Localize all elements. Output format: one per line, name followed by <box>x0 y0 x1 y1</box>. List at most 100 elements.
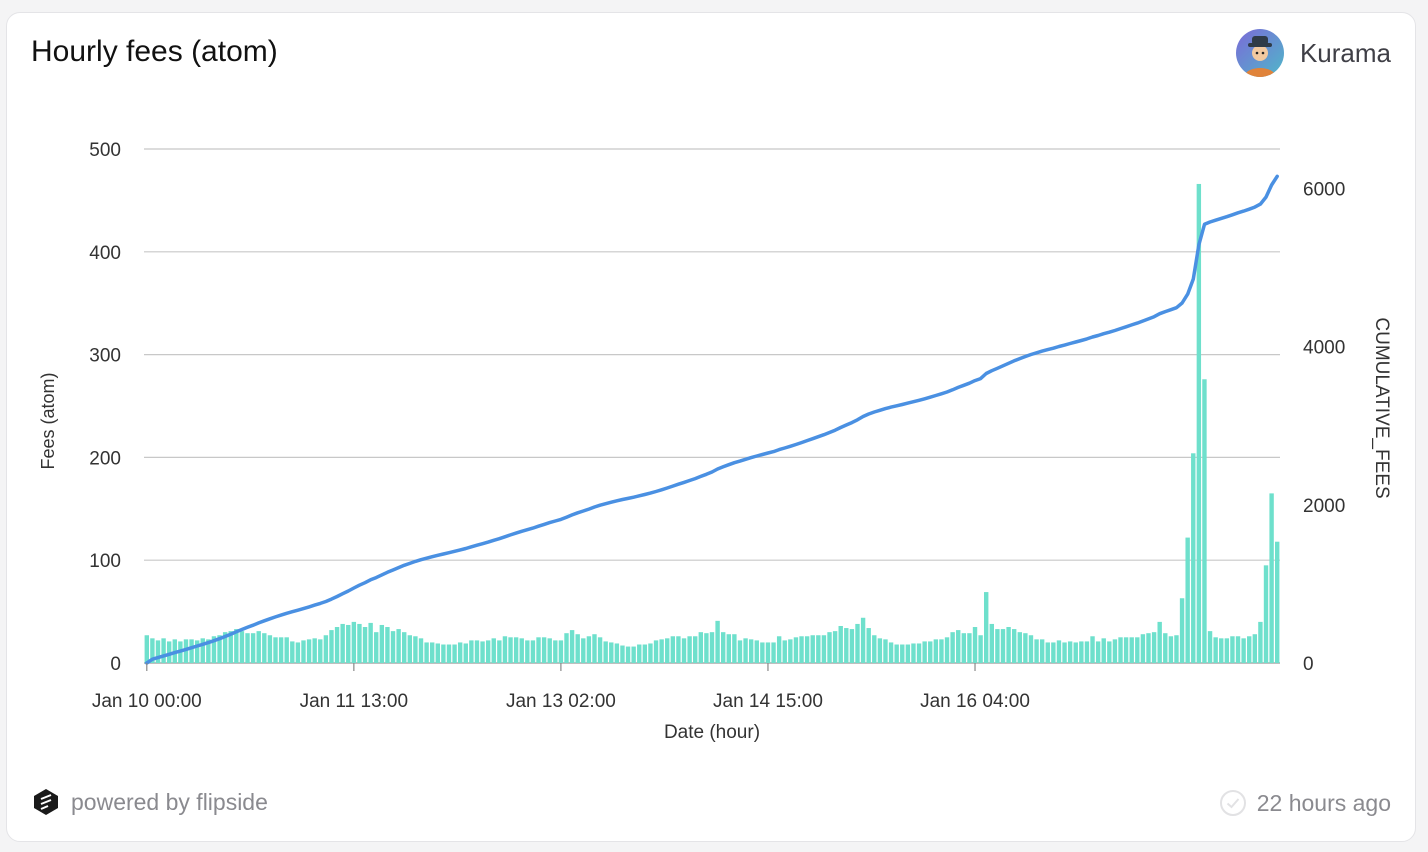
check-circle-icon <box>1219 790 1246 816</box>
author[interactable]: Kurama <box>1235 29 1391 77</box>
bar <box>944 637 950 663</box>
bar <box>765 642 771 663</box>
bar <box>485 640 491 663</box>
bar <box>1179 598 1185 663</box>
bar <box>385 627 390 663</box>
bar <box>346 624 351 663</box>
bar <box>849 629 855 663</box>
y2-tick-label: 2000 <box>1303 496 1345 517</box>
bar <box>1258 621 1263 663</box>
bar <box>429 642 435 663</box>
bar <box>916 643 922 663</box>
bar <box>1095 641 1101 663</box>
bar <box>312 638 317 663</box>
bar <box>905 644 911 663</box>
bar <box>525 640 530 663</box>
bar <box>939 639 944 663</box>
bar <box>519 638 524 663</box>
bar <box>1107 641 1112 663</box>
bar <box>631 646 636 663</box>
last-updated: 22 hours ago <box>1219 789 1391 817</box>
y2-tick-label: 0 <box>1303 654 1314 675</box>
bar <box>239 631 245 663</box>
bar-series <box>144 183 1280 663</box>
bar <box>413 636 418 663</box>
bar <box>709 632 715 663</box>
bar <box>536 637 541 663</box>
bar <box>435 643 440 663</box>
bar <box>1157 621 1162 663</box>
y2-tick-label: 6000 <box>1303 180 1345 201</box>
bar <box>502 636 508 663</box>
bar <box>1269 493 1274 663</box>
bar <box>564 633 569 663</box>
bar <box>379 624 385 663</box>
bar <box>1101 638 1106 663</box>
bar <box>457 642 463 663</box>
bar <box>267 635 273 663</box>
bar <box>250 633 256 663</box>
y-tick-label: 300 <box>89 346 121 367</box>
bar <box>720 632 726 663</box>
bar <box>273 637 278 663</box>
powered-by-text[interactable]: powered by flipside <box>71 788 268 815</box>
bar <box>1151 632 1157 663</box>
avatar[interactable] <box>1235 29 1284 77</box>
bar <box>491 638 496 663</box>
bar <box>866 628 871 663</box>
grid-lines <box>144 148 1280 664</box>
bar <box>586 636 592 663</box>
bar <box>693 636 698 663</box>
bar <box>900 644 905 663</box>
bar <box>306 639 312 663</box>
author-name[interactable]: Kurama <box>1299 37 1391 68</box>
bar <box>362 627 368 663</box>
bar <box>1135 637 1140 663</box>
bar <box>743 638 748 663</box>
bar <box>732 634 737 663</box>
bar <box>961 633 967 663</box>
bar <box>1073 642 1078 663</box>
bar <box>530 640 536 663</box>
bar <box>513 637 519 663</box>
bar <box>883 639 888 663</box>
bar <box>967 633 972 663</box>
bar <box>301 640 306 663</box>
bar <box>390 631 396 663</box>
bar <box>1084 641 1090 663</box>
bar <box>877 638 883 663</box>
bar <box>653 640 659 663</box>
bar <box>334 627 340 663</box>
bar <box>1207 631 1213 663</box>
x-tick-label: Jan 11 13:00 <box>300 691 408 712</box>
bar <box>480 641 485 663</box>
bar <box>1051 642 1056 663</box>
bar <box>575 634 580 663</box>
bar <box>978 635 983 663</box>
bar <box>474 640 480 663</box>
powered-by[interactable]: powered by flipside <box>31 787 268 817</box>
bar <box>541 637 547 663</box>
bar <box>424 642 429 663</box>
last-updated-text: 22 hours ago <box>1256 789 1391 816</box>
bar <box>1140 634 1146 663</box>
bar <box>698 632 704 663</box>
x-axis-label: Date (hour) <box>664 722 760 743</box>
flipside-logo-icon <box>34 789 58 815</box>
bar <box>676 636 681 663</box>
bar <box>1185 537 1190 663</box>
bar <box>715 620 720 663</box>
bar <box>782 640 787 663</box>
bar <box>262 633 267 663</box>
bar <box>1045 642 1050 663</box>
bar <box>222 632 228 663</box>
bar <box>396 629 401 663</box>
y2-tick-label: 4000 <box>1303 338 1345 359</box>
bar <box>194 640 200 663</box>
bar <box>995 629 1000 663</box>
bar <box>368 622 373 663</box>
bar <box>603 641 608 663</box>
bar <box>1263 565 1269 663</box>
x-tick-label: Jan 16 04:00 <box>920 691 1030 712</box>
bar <box>776 636 782 663</box>
